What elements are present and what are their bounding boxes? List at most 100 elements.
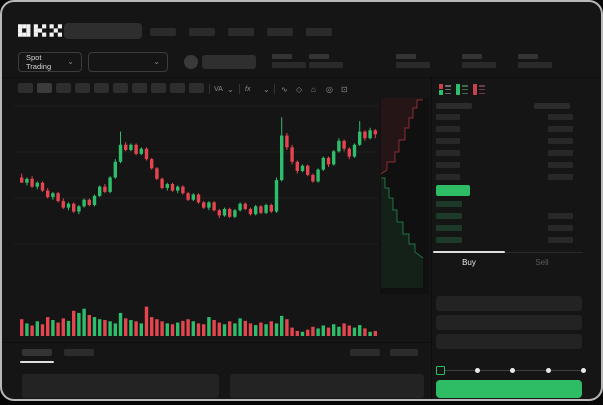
draw-tool-icon[interactable]: ◇ bbox=[296, 85, 303, 94]
candle bbox=[113, 161, 117, 178]
volume-bar bbox=[144, 306, 149, 336]
candle bbox=[35, 182, 39, 187]
candle bbox=[321, 157, 325, 170]
chevron-down-icon[interactable]: ⌄ bbox=[263, 85, 270, 94]
slider-stop[interactable] bbox=[474, 368, 480, 373]
timeframe-button[interactable] bbox=[37, 83, 52, 93]
trade-input-field[interactable] bbox=[436, 334, 582, 349]
volume-bar bbox=[66, 320, 71, 336]
last-price-highlight[interactable] bbox=[436, 185, 470, 196]
candle bbox=[269, 205, 273, 212]
order-book-asks-icon[interactable] bbox=[473, 84, 485, 95]
order-book-combined-icon[interactable] bbox=[439, 84, 451, 95]
candle bbox=[124, 144, 128, 150]
candle bbox=[243, 203, 247, 209]
timeframe-button[interactable] bbox=[18, 83, 33, 93]
volume-bar bbox=[30, 325, 34, 336]
nav-item[interactable] bbox=[189, 28, 215, 36]
trade-input-field[interactable] bbox=[436, 315, 582, 330]
bottom-tab-history[interactable] bbox=[64, 349, 94, 356]
overlay-selector[interactable]: VA bbox=[214, 86, 223, 93]
candle bbox=[264, 205, 268, 213]
ask-price-placeholder bbox=[436, 174, 460, 180]
timeframe-button[interactable] bbox=[132, 83, 147, 93]
candle bbox=[222, 208, 227, 216]
tab-sell[interactable]: Sell bbox=[535, 258, 549, 267]
chevron-down-icon[interactable]: ⌄ bbox=[227, 85, 234, 94]
candle bbox=[259, 206, 263, 213]
bottom-tab-orders[interactable] bbox=[22, 349, 52, 356]
candle bbox=[352, 144, 357, 157]
market-type-dropdown[interactable]: Spot Trading ⌄ bbox=[18, 52, 82, 72]
nav-item[interactable] bbox=[267, 28, 293, 36]
candle bbox=[108, 177, 112, 192]
volume-bar bbox=[134, 321, 138, 336]
timeframe-button[interactable] bbox=[189, 83, 204, 93]
candle bbox=[165, 184, 169, 188]
slider-stop[interactable] bbox=[581, 368, 586, 373]
candle bbox=[358, 131, 362, 145]
okx-logo[interactable] bbox=[18, 23, 62, 38]
fullscreen-icon[interactable]: ⊡ bbox=[341, 85, 348, 94]
nav-item[interactable] bbox=[150, 28, 176, 36]
line-style-icon[interactable]: ∿ bbox=[281, 85, 288, 94]
volume-bar bbox=[25, 323, 29, 336]
timeframe-button[interactable] bbox=[151, 83, 166, 93]
nav-item[interactable] bbox=[306, 28, 332, 36]
ask-amount-placeholder bbox=[548, 138, 573, 144]
ask-price-placeholder bbox=[436, 114, 460, 120]
snapshot-icon[interactable]: ⌂ bbox=[311, 85, 316, 94]
candle bbox=[51, 193, 55, 198]
slider-stop[interactable] bbox=[510, 368, 515, 373]
stat-value-placeholder bbox=[272, 62, 306, 68]
candle bbox=[150, 159, 154, 169]
volume-bar bbox=[181, 320, 185, 336]
timeframe-button[interactable] bbox=[56, 83, 71, 93]
target-icon[interactable]: ◎ bbox=[326, 85, 333, 94]
volume-bar bbox=[40, 324, 45, 336]
nav-item[interactable] bbox=[228, 28, 254, 36]
tab-buy[interactable]: Buy bbox=[462, 258, 476, 267]
stat-value-placeholder bbox=[462, 62, 496, 68]
volume-bar bbox=[280, 315, 284, 336]
panel-divider bbox=[431, 77, 432, 399]
volume-bar bbox=[92, 317, 97, 336]
volume-bar bbox=[326, 327, 331, 336]
trade-input-field[interactable] bbox=[436, 296, 582, 311]
volume-bar bbox=[61, 318, 65, 336]
volume-bar bbox=[176, 322, 180, 336]
timeframe-button[interactable] bbox=[94, 83, 109, 93]
volume-bar bbox=[196, 323, 201, 336]
volume-bar bbox=[129, 320, 133, 336]
candle bbox=[306, 165, 310, 175]
bid-price-placeholder bbox=[436, 213, 462, 219]
buy-button[interactable] bbox=[436, 380, 582, 398]
bottom-action-1[interactable] bbox=[350, 349, 380, 356]
indicators-button[interactable]: fx bbox=[245, 86, 251, 93]
volume-bar bbox=[87, 315, 91, 336]
order-book-bids-icon[interactable] bbox=[456, 84, 468, 95]
depth-chart bbox=[381, 178, 423, 288]
bid-amount-placeholder bbox=[548, 237, 573, 243]
volume-bar bbox=[295, 330, 299, 336]
candle bbox=[170, 184, 175, 191]
timeframe-button[interactable] bbox=[75, 83, 90, 93]
stat-label-placeholder bbox=[518, 54, 538, 59]
amount-slider-handle[interactable] bbox=[436, 366, 445, 375]
bottom-action-2[interactable] bbox=[390, 349, 418, 356]
volume-bar bbox=[113, 323, 117, 336]
pair-selector-dropdown[interactable]: ⌄ bbox=[88, 52, 168, 72]
search-input[interactable] bbox=[64, 23, 142, 39]
price-chart[interactable] bbox=[14, 98, 429, 340]
stat-value-placeholder bbox=[396, 62, 430, 68]
volume-bar bbox=[56, 322, 60, 336]
slider-stop[interactable] bbox=[545, 368, 551, 373]
volume-bar bbox=[321, 325, 325, 336]
volume-bar bbox=[290, 327, 294, 336]
timeframe-button[interactable] bbox=[113, 83, 128, 93]
timeframe-button[interactable] bbox=[170, 83, 185, 93]
volume-bar bbox=[274, 323, 279, 336]
ask-amount-placeholder bbox=[548, 126, 573, 132]
candle bbox=[144, 148, 149, 160]
candle bbox=[332, 151, 336, 165]
